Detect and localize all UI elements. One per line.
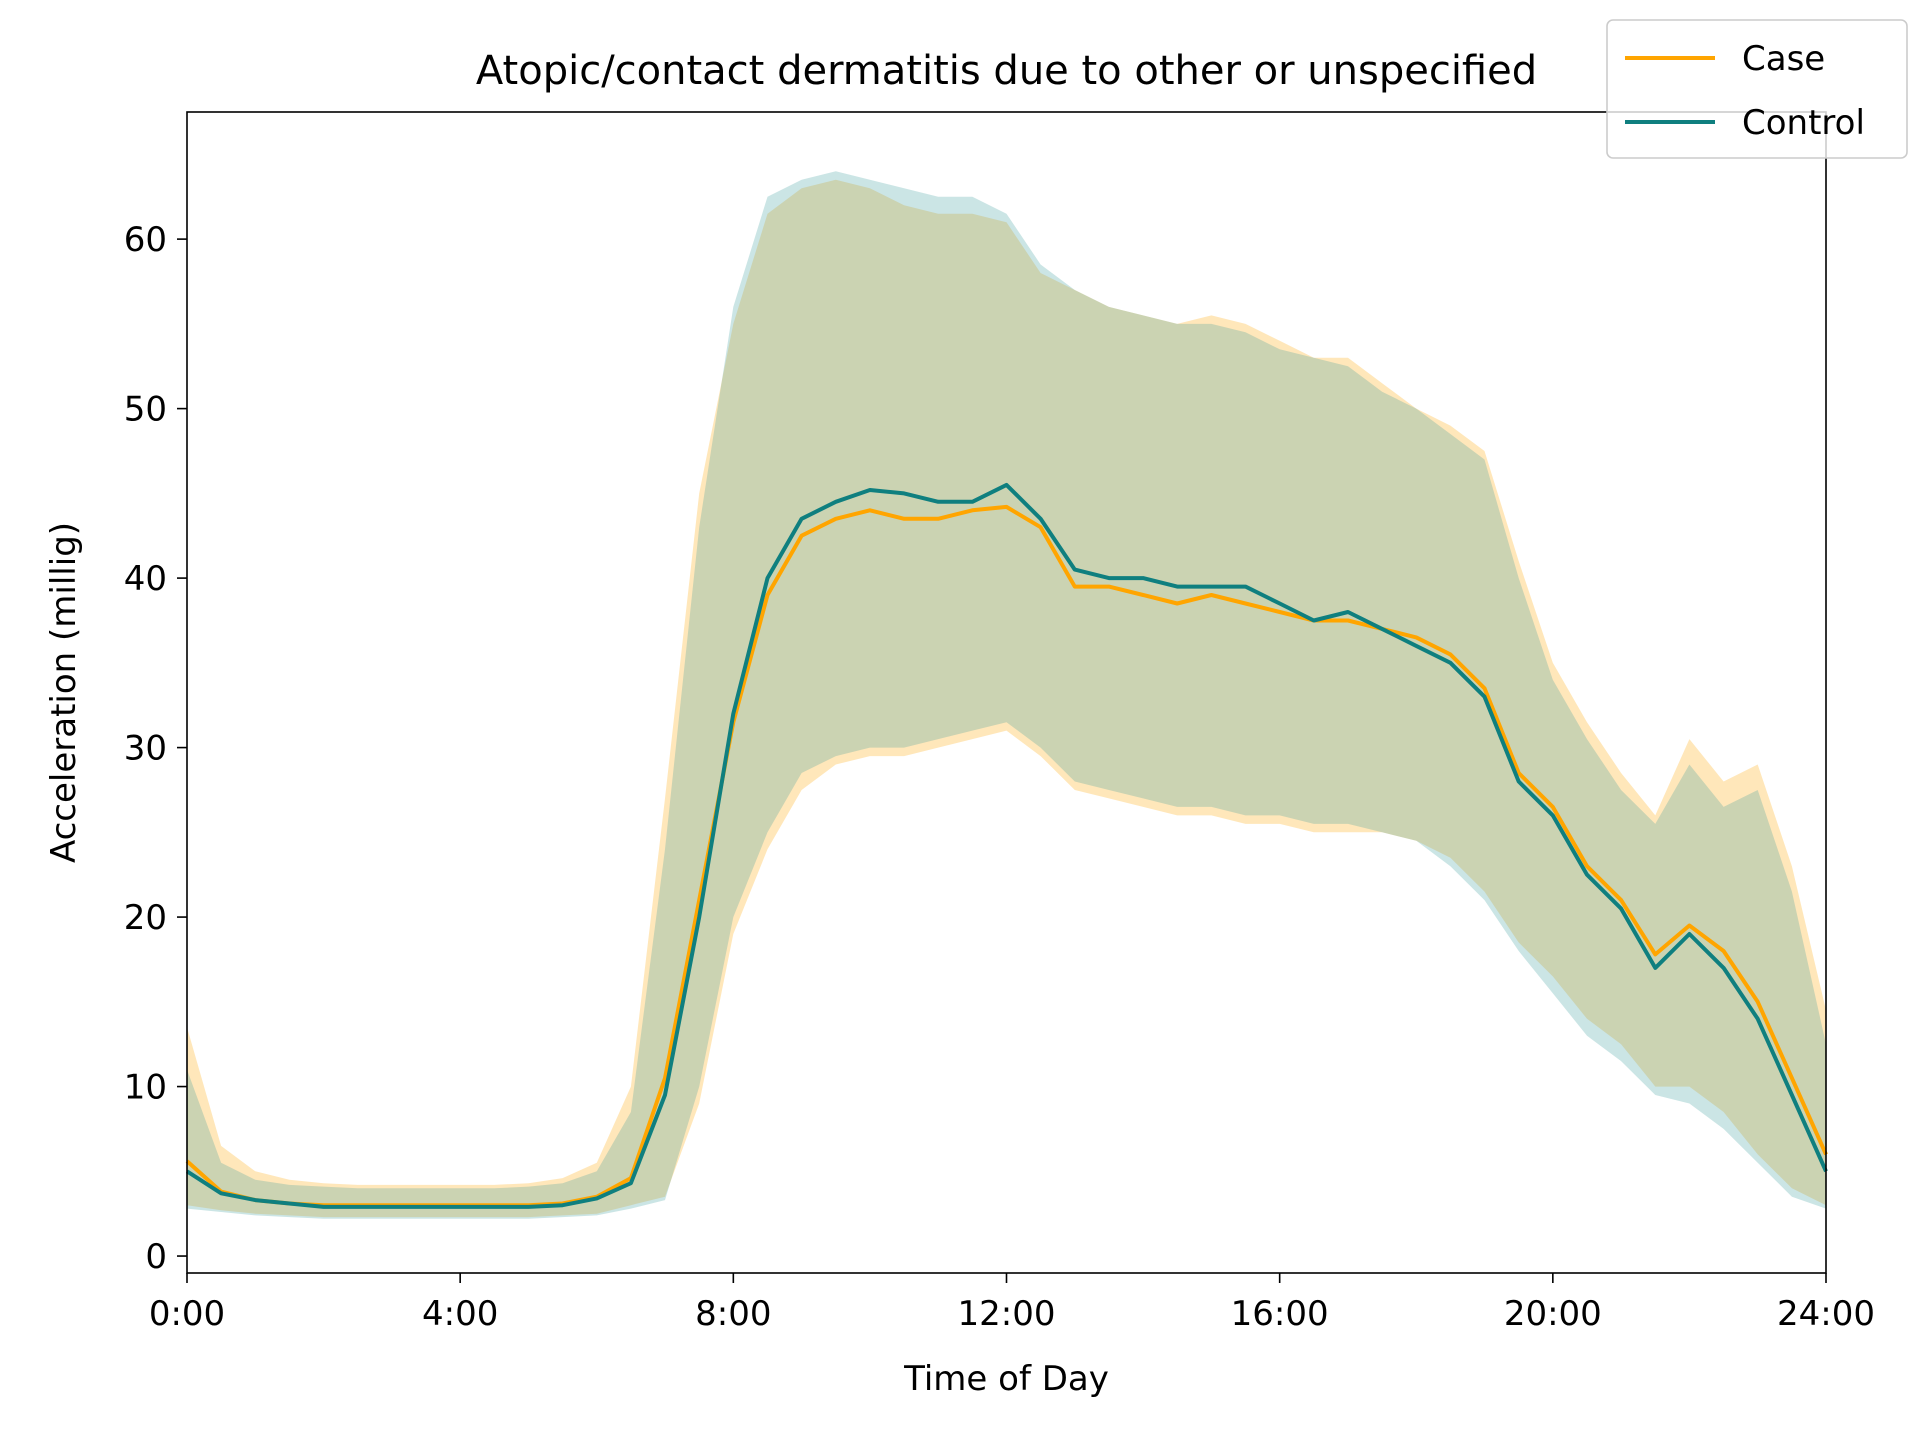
y-tick-label: 50 — [124, 390, 167, 430]
band-case — [187, 179, 1826, 1218]
x-tick-label: 20:00 — [1504, 1294, 1602, 1334]
y-tick-label: 40 — [124, 559, 167, 599]
legend-label-control: Control — [1742, 103, 1865, 143]
y-axis-label: Acceleration (millig) — [44, 522, 84, 863]
legend: Case Control — [1606, 19, 1908, 159]
y-tick-label: 30 — [124, 729, 167, 769]
x-axis: 0:00 4:00 8:00 12:00 16:00 20:00 24:00 — [149, 1273, 1875, 1334]
x-tick-label: 4:00 — [422, 1294, 498, 1334]
series-lines — [185, 482, 1828, 1209]
y-tick-label: 20 — [124, 898, 167, 938]
x-tick-label: 12:00 — [958, 1294, 1056, 1334]
y-tick-label: 60 — [124, 220, 167, 260]
x-tick-label: 16:00 — [1231, 1294, 1329, 1334]
x-tick-label: 8:00 — [695, 1294, 771, 1334]
y-axis: 0 10 20 30 40 50 60 — [124, 220, 187, 1277]
y-tick-label: 0 — [145, 1237, 167, 1277]
line-control — [185, 482, 1828, 1209]
legend-label-case: Case — [1742, 39, 1825, 79]
x-axis-label: Time of Day — [903, 1359, 1109, 1399]
confidence-bands — [187, 171, 1826, 1219]
chart-title: Atopic/contact dermatitis due to other o… — [476, 48, 1537, 94]
band-control — [187, 171, 1826, 1219]
y-tick-label: 10 — [124, 1068, 167, 1108]
x-tick-label: 24:00 — [1777, 1294, 1875, 1334]
x-tick-label: 0:00 — [149, 1294, 225, 1334]
